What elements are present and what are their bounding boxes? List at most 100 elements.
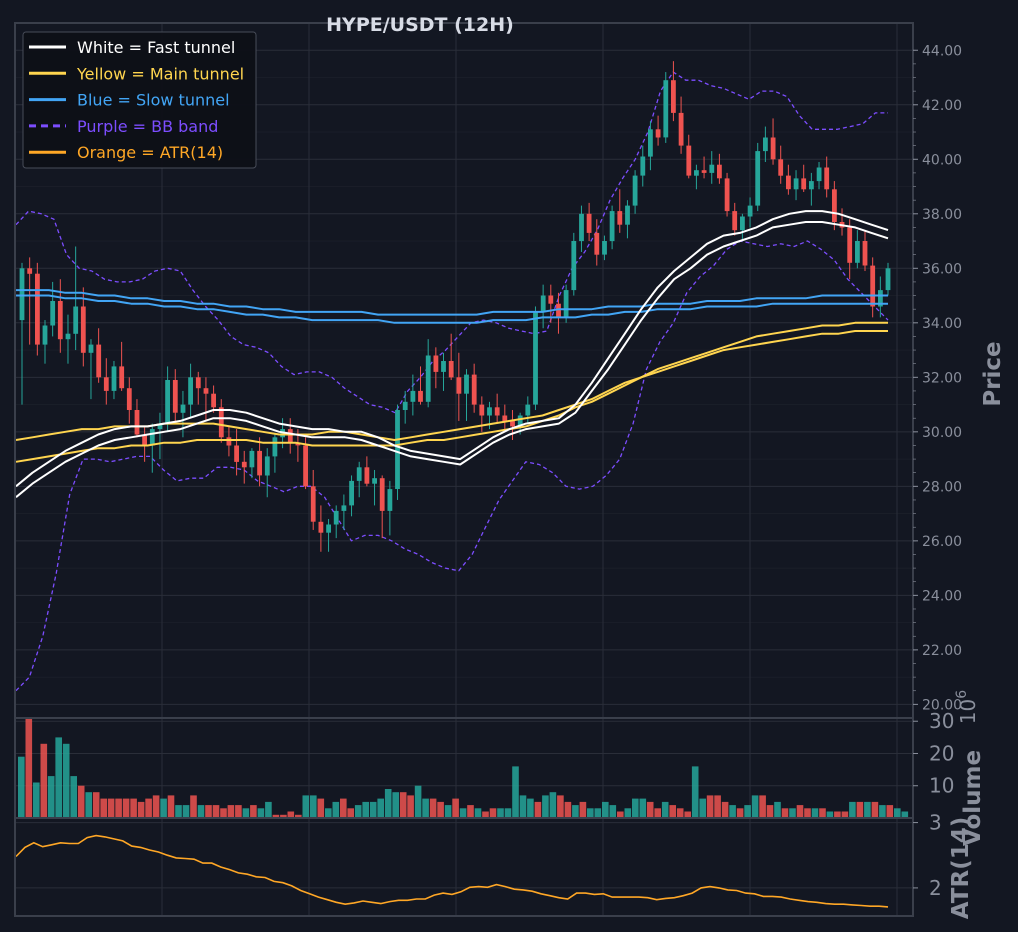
candle-up	[663, 80, 669, 138]
volume-bar	[557, 795, 564, 818]
candle-down	[57, 301, 63, 340]
candle-down	[379, 478, 385, 511]
volume-bar	[527, 798, 534, 818]
volume-bar	[542, 795, 549, 818]
candle-up	[878, 290, 883, 307]
candle-up	[816, 167, 822, 182]
candle-up	[793, 178, 799, 190]
volume-bar	[467, 805, 474, 818]
volume-axis-label: Volume	[960, 750, 986, 846]
volume-bar	[871, 801, 879, 818]
candle-down	[80, 306, 86, 353]
candle-down	[287, 429, 293, 443]
candle-down	[448, 361, 454, 378]
candle-up	[625, 205, 630, 225]
volume-scale-label: 106	[954, 690, 980, 724]
candle-down	[786, 175, 791, 190]
candle-down	[732, 211, 738, 231]
volume-bar	[122, 798, 130, 818]
candle-up	[356, 467, 362, 481]
volume-bar	[482, 811, 489, 818]
candle-up	[180, 404, 186, 413]
candle-down	[824, 167, 830, 190]
legend-entry-label[interactable]: Purple = BB band	[77, 117, 218, 136]
volume-bar	[107, 798, 115, 818]
candle-up	[157, 423, 163, 430]
volume-bar	[25, 718, 33, 818]
legend[interactable]: White = Fast tunnel Yellow = Main tunnel B…	[22, 31, 257, 169]
candle-down	[35, 273, 40, 345]
candle-down	[218, 407, 224, 438]
volume-bar	[100, 798, 107, 818]
volume-bar	[317, 798, 325, 818]
price-tick-label: 42.00	[922, 98, 962, 114]
candle-up	[333, 510, 339, 525]
candle-up	[264, 456, 270, 476]
volume-bar	[242, 808, 250, 818]
volume-bar	[399, 792, 407, 818]
volume-bar	[220, 808, 227, 818]
volume-bar	[841, 811, 849, 818]
candle-down	[479, 404, 485, 416]
volume-bar	[721, 801, 729, 818]
candle-down	[548, 295, 554, 304]
volume-bar	[759, 795, 766, 818]
candle-up	[571, 241, 577, 291]
volume-bar	[549, 792, 557, 818]
volume-bar	[714, 795, 721, 818]
volume-bar	[354, 805, 362, 818]
volume-bar	[70, 776, 77, 818]
candle-up	[88, 344, 94, 353]
volume-bar	[92, 792, 100, 818]
candle-up	[809, 181, 814, 190]
atr-frame	[14, 817, 914, 917]
legend-entry-label[interactable]: White = Fast tunnel	[77, 38, 235, 57]
legend-entry-label[interactable]: Orange = ATR(14)	[77, 143, 223, 162]
volume-bar	[347, 808, 354, 818]
volume-bar	[766, 805, 774, 818]
candle-down	[724, 178, 730, 212]
candle-up	[487, 407, 492, 416]
volume-bar	[624, 808, 632, 818]
volume-bar	[699, 798, 706, 818]
legend-entry-label[interactable]: Yellow = Main tunnel	[76, 64, 244, 83]
volume-bar	[302, 795, 310, 818]
candle-up	[387, 489, 393, 511]
candle-up	[149, 429, 155, 446]
volume-bar	[796, 805, 804, 818]
candle-down	[678, 112, 684, 146]
candle-down	[418, 390, 423, 402]
volume-bar	[377, 798, 384, 818]
candle-up	[65, 333, 71, 340]
candle-down	[862, 241, 868, 266]
volume-bar	[886, 805, 894, 818]
volume-bar	[489, 808, 497, 818]
candle-down	[717, 164, 722, 179]
candle-up	[694, 170, 699, 176]
volume-bar	[781, 808, 789, 818]
candle-up	[425, 355, 431, 402]
candle-down	[870, 265, 876, 307]
fast-tunnel-lower	[15, 221, 889, 498]
grid-layer	[15, 23, 913, 916]
volume-bar	[422, 798, 429, 818]
candle-down	[119, 366, 125, 389]
volume-bar	[639, 798, 647, 818]
candle-up	[563, 290, 569, 318]
candle-up	[740, 216, 745, 231]
candle-down	[103, 377, 109, 391]
legend-entry-label[interactable]: Blue = Slow tunnel	[77, 91, 230, 110]
volume-bar	[392, 792, 399, 818]
candle-down	[96, 344, 102, 378]
volume-bar	[429, 798, 437, 818]
volume-bar	[564, 801, 572, 818]
volume-bar	[190, 795, 197, 818]
price-tick-label: 22.00	[922, 643, 962, 659]
volume-bar	[332, 801, 340, 818]
price-tick-label: 34.00	[922, 316, 962, 332]
candle-up	[640, 156, 646, 176]
candle-down	[502, 415, 508, 421]
candle-down	[617, 211, 623, 225]
volume-bar	[819, 808, 826, 818]
